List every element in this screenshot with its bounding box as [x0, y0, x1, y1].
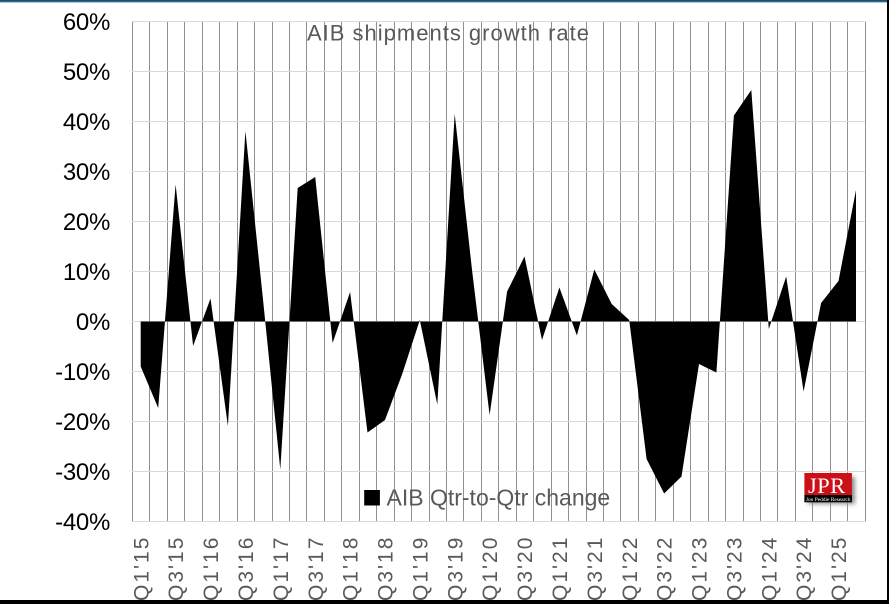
svg-text:Q1'25: Q1'25: [828, 536, 851, 601]
svg-text:-10%: -10%: [55, 359, 110, 386]
svg-text:Q1'19: Q1'19: [409, 536, 432, 601]
svg-text:30%: 30%: [63, 159, 110, 186]
svg-text:Q1'24: Q1'24: [758, 536, 781, 601]
svg-text:Q3'20: Q3'20: [514, 536, 537, 601]
svg-text:Q1'18: Q1'18: [340, 536, 363, 601]
svg-text:Q1'17: Q1'17: [270, 536, 293, 601]
svg-text:AIB Qtr-to-Qtr change: AIB Qtr-to-Qtr change: [387, 485, 611, 511]
svg-text:Q3'16: Q3'16: [235, 536, 258, 601]
svg-text:20%: 20%: [63, 209, 110, 236]
svg-text:AIB shipments growth rate: AIB shipments growth rate: [307, 21, 590, 46]
svg-text:JPR: JPR: [808, 473, 845, 498]
svg-text:Q3'24: Q3'24: [793, 536, 816, 601]
svg-text:10%: 10%: [63, 259, 110, 286]
svg-text:Q3'23: Q3'23: [724, 536, 747, 601]
svg-text:Q3'15: Q3'15: [165, 536, 188, 601]
svg-text:-20%: -20%: [55, 409, 110, 436]
svg-text:0%: 0%: [76, 309, 110, 336]
svg-text:Q1'23: Q1'23: [689, 536, 712, 601]
svg-text:40%: 40%: [63, 109, 110, 136]
svg-text:Q1'16: Q1'16: [200, 536, 223, 601]
svg-text:50%: 50%: [63, 59, 110, 86]
svg-text:Q3'17: Q3'17: [305, 536, 328, 601]
svg-text:Q3'22: Q3'22: [654, 536, 677, 601]
svg-text:Jon Peddie Research: Jon Peddie Research: [806, 497, 851, 503]
svg-text:Q1'21: Q1'21: [549, 536, 572, 601]
svg-text:Q1'15: Q1'15: [130, 536, 153, 601]
svg-text:Q1'22: Q1'22: [619, 536, 642, 601]
svg-text:Q3'19: Q3'19: [444, 536, 467, 601]
svg-text:-40%: -40%: [55, 509, 110, 536]
svg-text:60%: 60%: [63, 9, 110, 36]
svg-text:Q1'20: Q1'20: [479, 536, 502, 601]
svg-text:-30%: -30%: [55, 459, 110, 486]
svg-text:Q3'21: Q3'21: [584, 536, 607, 601]
svg-text:Q3'18: Q3'18: [375, 536, 398, 601]
